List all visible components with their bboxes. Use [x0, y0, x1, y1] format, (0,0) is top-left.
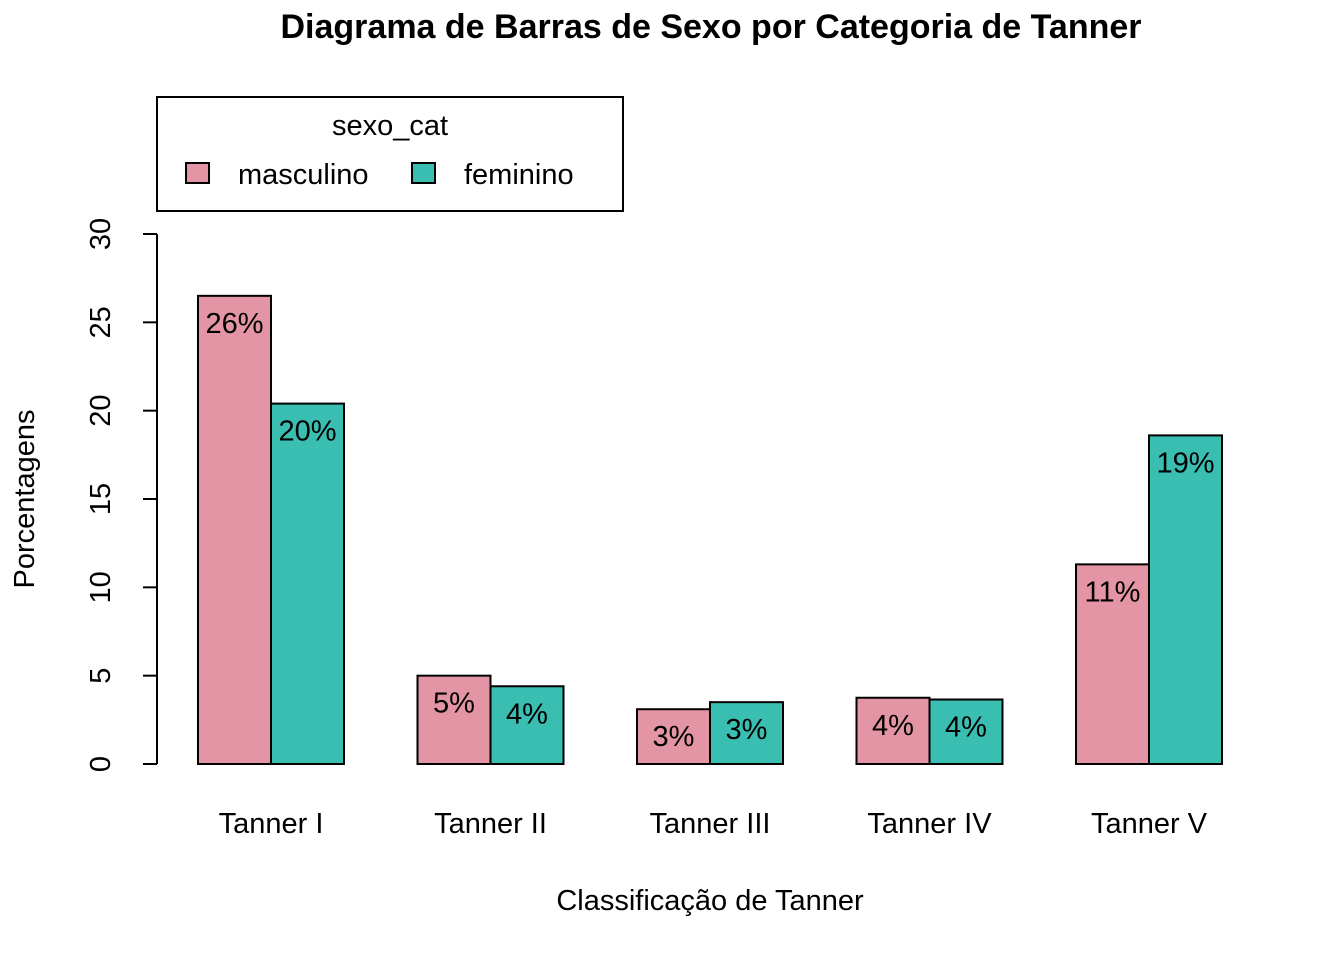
bar-label-feminino-2: 4% [506, 698, 548, 730]
legend-label-masculino: masculino [238, 159, 369, 191]
y-tick-label: 15 [85, 483, 117, 515]
bar-feminino-2 [489, 685, 565, 765]
y-axis: 0 5 10 15 20 25 30 [85, 218, 158, 772]
legend-box [156, 96, 624, 212]
x-tick-label: Tanner II [434, 808, 547, 840]
legend-swatch-feminino [411, 162, 436, 184]
bars-group: 26% 20% 5% 4% 3% 3% 4% 4% 11% 19% [197, 294, 1223, 766]
bar-label-feminino-5: 19% [1156, 447, 1214, 479]
bar-feminino-3 [709, 701, 784, 766]
y-tick-label: 0 [85, 756, 117, 772]
x-tick-label: Tanner V [1091, 808, 1208, 840]
chart-title: Diagrama de Barras de Sexo por Categoria… [281, 8, 1142, 46]
legend-label-feminino: feminino [464, 159, 574, 191]
x-tick-label: Tanner IV [867, 808, 992, 840]
x-axis-label: Classificação de Tanner [556, 885, 864, 917]
x-tick-label: Tanner I [219, 808, 324, 840]
bar-label-masculino-5: 11% [1085, 576, 1141, 608]
bar-masculino-5 [1075, 563, 1150, 765]
legend-swatch-masculino [185, 162, 210, 184]
legend-title: sexo_cat [332, 110, 448, 142]
bar-label-feminino-3: 3% [726, 714, 768, 746]
bar-feminino-4 [928, 698, 1004, 765]
bar-feminino-1 [270, 402, 345, 765]
y-tick-label: 5 [85, 668, 117, 684]
y-tick-label: 20 [85, 395, 117, 427]
y-tick-label: 25 [85, 306, 117, 338]
y-tick-label: 10 [85, 571, 117, 603]
bar-masculino-2 [416, 674, 492, 766]
bar-label-masculino-3: 3% [653, 721, 695, 753]
bar-feminino-5 [1148, 434, 1223, 765]
y-axis-label: Porcentagens [9, 410, 41, 589]
bar-label-masculino-1: 26% [205, 308, 263, 340]
bar-label-feminino-4: 4% [945, 712, 987, 744]
bar-label-masculino-2: 5% [433, 688, 475, 720]
bar-masculino-1 [197, 294, 272, 765]
y-tick-label: 30 [85, 218, 117, 250]
legend: sexo_cat masculino feminino [156, 96, 624, 212]
bar-label-feminino-1: 20% [278, 416, 336, 448]
x-tick-labels: Tanner I Tanner II Tanner III Tanner IV Tann… [219, 808, 1208, 840]
bar-label-masculino-4: 4% [872, 710, 914, 742]
x-tick-label: Tanner III [650, 808, 771, 840]
